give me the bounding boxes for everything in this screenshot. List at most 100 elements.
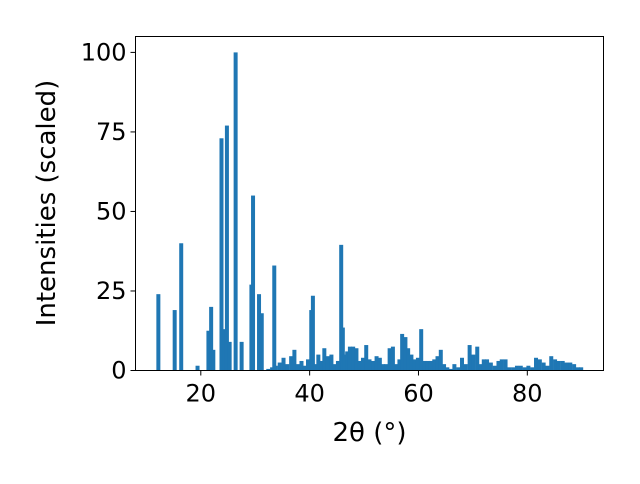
bar (415, 357, 420, 371)
bar (467, 345, 472, 371)
bar (406, 348, 411, 371)
bar (224, 125, 229, 371)
x-tick-label: 80 (512, 380, 543, 408)
bar (329, 354, 334, 371)
bar (257, 294, 262, 371)
bar (568, 362, 573, 371)
bar (452, 364, 457, 371)
plot-frame (135, 36, 604, 371)
bar (390, 346, 395, 371)
y-axis-ticks: 0 25 50 75 100 (81, 38, 136, 385)
bar (496, 360, 501, 371)
bar (556, 360, 561, 371)
bar (445, 367, 450, 371)
bar (364, 345, 369, 371)
bar (409, 354, 414, 371)
bar (299, 360, 304, 371)
bar (339, 244, 344, 371)
bar (156, 294, 161, 371)
bar (313, 364, 318, 371)
bar (475, 346, 480, 371)
bar (206, 330, 211, 371)
bar (272, 265, 277, 371)
bar (514, 365, 519, 371)
bar (553, 359, 558, 371)
bar (541, 362, 546, 371)
bar (195, 365, 200, 371)
bar (239, 341, 244, 371)
bar (422, 360, 427, 371)
bar (322, 348, 327, 371)
bar (335, 360, 340, 371)
bar (471, 354, 476, 371)
bar (310, 295, 315, 371)
bar (478, 364, 483, 371)
bar (412, 359, 417, 371)
bar (537, 359, 542, 371)
bar (342, 354, 347, 371)
bar (503, 359, 508, 371)
bar (266, 368, 271, 371)
x-tick-label: 60 (403, 380, 434, 408)
bar (387, 348, 392, 371)
bar (354, 348, 359, 371)
bar (172, 310, 177, 371)
bar (485, 359, 490, 371)
y-tick-label: 25 (96, 277, 127, 305)
bar (222, 329, 227, 371)
bar (179, 243, 184, 371)
bar (347, 346, 352, 371)
bar (285, 364, 290, 371)
bar (319, 360, 324, 371)
y-axis-label: Intensities (scaled) (32, 80, 62, 327)
bar (281, 357, 286, 371)
bar (579, 367, 584, 371)
bar (377, 357, 382, 371)
bar (374, 356, 379, 371)
y-tick-label: 0 (111, 357, 126, 385)
bar (534, 357, 539, 371)
bar (351, 346, 356, 371)
bar (270, 367, 275, 371)
bar (367, 359, 372, 371)
bar (448, 368, 453, 371)
bar (233, 52, 238, 371)
bar (435, 356, 440, 371)
bar (564, 362, 569, 371)
x-axis-label: 2θ (°) (332, 418, 406, 448)
bar (306, 359, 311, 371)
bar (371, 360, 376, 371)
bar (289, 356, 294, 371)
bar (219, 138, 224, 371)
bar (394, 364, 399, 371)
bar (302, 365, 307, 371)
bar (360, 357, 365, 371)
bars (156, 52, 584, 371)
bar (425, 360, 430, 371)
bar (522, 367, 527, 371)
x-tick-label: 20 (186, 380, 217, 408)
bar (460, 357, 465, 371)
bar (481, 359, 486, 371)
y-tick-label: 75 (96, 118, 127, 146)
bar (518, 365, 523, 371)
bar (507, 367, 512, 371)
bar (526, 365, 531, 371)
bar (575, 367, 580, 371)
bar (340, 327, 345, 371)
bar (345, 351, 350, 371)
bar (400, 333, 405, 371)
bar (463, 364, 468, 371)
bar (211, 349, 216, 371)
bar (530, 367, 535, 371)
bar (357, 360, 362, 371)
bar (419, 329, 424, 371)
bar (545, 365, 550, 371)
bar (251, 195, 256, 371)
bar (572, 364, 577, 371)
bar (384, 364, 389, 371)
bar (292, 349, 297, 371)
x-axis-ticks: 20 40 60 80 (186, 370, 543, 408)
bar (492, 365, 497, 371)
